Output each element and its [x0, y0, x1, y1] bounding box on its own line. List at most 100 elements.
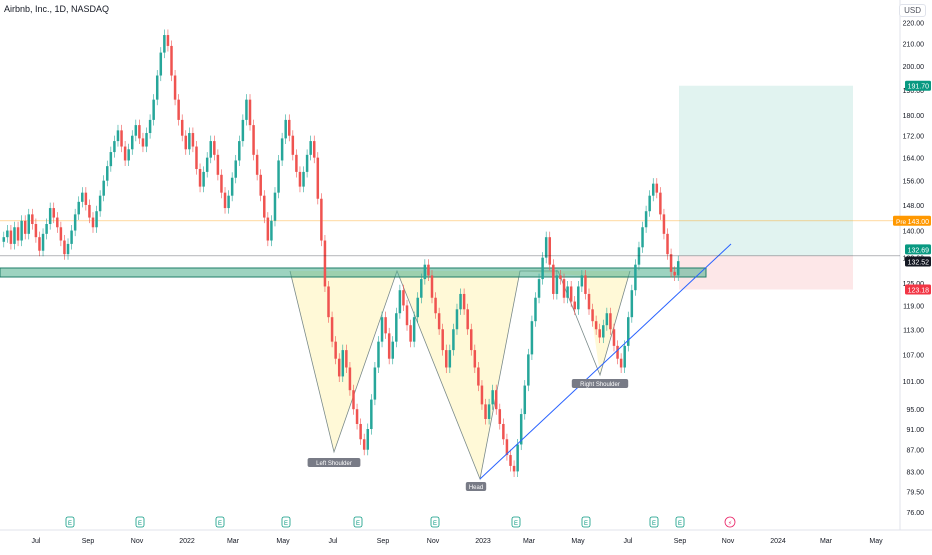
- candle-body: [198, 169, 202, 187]
- earnings-icon: [675, 516, 685, 528]
- candle-body: [234, 160, 237, 178]
- chart-title: Airbnb, Inc., 1D, NASDAQ: [4, 4, 110, 14]
- candle-body: [398, 290, 402, 314]
- candle-body: [641, 227, 644, 248]
- y-tick-label: 113.00: [903, 327, 924, 334]
- candle-body: [594, 321, 598, 330]
- y-tick-label: 140.00: [903, 229, 925, 236]
- event-label: E: [356, 521, 360, 527]
- candle-body: [202, 171, 205, 187]
- y-tick-label: 79.50: [906, 489, 924, 496]
- candle-body: [573, 301, 576, 310]
- candle-body: [73, 214, 77, 231]
- candle-body: [666, 233, 669, 255]
- target-zone: [679, 85, 853, 256]
- currency-badge[interactable]: USD: [899, 4, 926, 17]
- earnings-icon: [65, 516, 75, 528]
- y-tick-label: 180.00: [903, 113, 925, 120]
- candle-body: [676, 261, 680, 276]
- candle-body: [341, 350, 345, 377]
- candle-body: [623, 345, 626, 368]
- candle-body: [184, 135, 188, 150]
- candle-body: [84, 192, 88, 205]
- x-tick-label: 2024: [770, 538, 786, 545]
- candle-body: [330, 317, 334, 342]
- pattern-label: Right Shoulder: [580, 382, 620, 388]
- x-tick-label: Jul: [624, 538, 633, 545]
- candle-body: [569, 286, 573, 302]
- price-label-stop: [905, 284, 931, 295]
- candle-body: [352, 390, 355, 410]
- candle-body: [66, 243, 70, 255]
- candle-body: [441, 329, 444, 351]
- candle-body: [155, 75, 159, 100]
- candle-body: [448, 350, 452, 368]
- candle-body: [591, 309, 594, 322]
- candle-body: [566, 286, 569, 298]
- candle-body: [63, 240, 66, 255]
- candle-body: [170, 45, 173, 76]
- pattern-label-bg: [307, 458, 361, 467]
- candle-body: [612, 329, 616, 346]
- earnings-icon: [281, 516, 291, 528]
- candle-body: [180, 119, 184, 136]
- candle-body: [562, 279, 566, 298]
- candle-body: [16, 227, 20, 241]
- candle-body: [23, 220, 27, 234]
- y-tick-label: 190.00: [903, 88, 925, 95]
- candle-body: [280, 138, 284, 161]
- candle-body: [673, 271, 676, 276]
- candle-body: [416, 297, 419, 318]
- event-label: E: [68, 521, 72, 527]
- x-tick-label: May: [869, 538, 883, 545]
- dividend-icon: [724, 516, 736, 528]
- candle-body: [259, 174, 262, 196]
- candle-body: [662, 214, 666, 234]
- candle-body: [519, 414, 523, 445]
- candle-body: [31, 214, 34, 225]
- event-label: E: [584, 521, 588, 527]
- candle-body: [34, 224, 38, 238]
- candle-body: [609, 313, 612, 330]
- candle-body: [220, 174, 223, 193]
- candle-body: [634, 264, 637, 291]
- candle-body: [366, 429, 370, 450]
- candle-body: [216, 154, 220, 175]
- candle-body: [223, 192, 227, 209]
- pattern-label-bg: [465, 482, 487, 491]
- candle-body: [95, 211, 98, 228]
- candle-body: [263, 195, 266, 218]
- candle-body: [402, 290, 405, 306]
- candle-body: [430, 275, 434, 298]
- uptrend-line: [479, 243, 732, 480]
- event-label: E: [514, 521, 518, 527]
- candle-body: [523, 385, 527, 415]
- candle-body: [20, 220, 23, 241]
- candle-body: [295, 154, 298, 172]
- candle-body: [9, 230, 13, 244]
- candle-body: [534, 297, 537, 322]
- candle-body: [127, 149, 130, 161]
- candle-body: [373, 367, 377, 400]
- candle-body: [2, 237, 6, 242]
- candle-body: [548, 237, 552, 265]
- candle-body: [487, 404, 491, 419]
- candle-body: [148, 119, 152, 134]
- candle-body: [188, 133, 191, 150]
- candle-body: [559, 275, 562, 280]
- candle-body: [530, 321, 534, 355]
- candle-body: [505, 439, 509, 456]
- x-tick-label: Nov: [131, 538, 144, 545]
- x-tick-label: Mar: [227, 538, 240, 545]
- candle-body: [409, 325, 412, 342]
- candle-body: [52, 208, 55, 218]
- candle-body: [109, 152, 113, 167]
- candle-body: [270, 220, 273, 241]
- candle-body: [59, 227, 63, 241]
- candle-body: [512, 465, 516, 472]
- earnings-icon: [430, 516, 440, 528]
- candle-body: [355, 409, 359, 424]
- event-markers: E E E E E E E E E E ⚡: [65, 516, 736, 528]
